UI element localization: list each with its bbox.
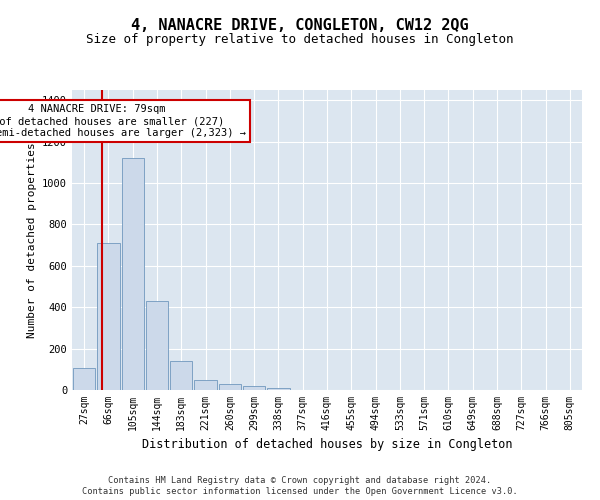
Text: 4 NANACRE DRIVE: 79sqm
← 9% of detached houses are smaller (227)
90% of semi-det: 4 NANACRE DRIVE: 79sqm ← 9% of detached … — [0, 104, 246, 138]
Bar — [267, 388, 290, 390]
Bar — [194, 380, 217, 390]
Bar — [73, 368, 95, 390]
Text: Size of property relative to detached houses in Congleton: Size of property relative to detached ho… — [86, 32, 514, 46]
Y-axis label: Number of detached properties: Number of detached properties — [26, 142, 37, 338]
Text: Contains HM Land Registry data © Crown copyright and database right 2024.: Contains HM Land Registry data © Crown c… — [109, 476, 491, 485]
Bar — [170, 361, 193, 390]
Text: 4, NANACRE DRIVE, CONGLETON, CW12 2QG: 4, NANACRE DRIVE, CONGLETON, CW12 2QG — [131, 18, 469, 32]
Bar — [146, 301, 168, 390]
Bar — [122, 158, 144, 390]
Text: Contains public sector information licensed under the Open Government Licence v3: Contains public sector information licen… — [82, 488, 518, 496]
Bar — [243, 386, 265, 390]
Bar — [218, 384, 241, 390]
Bar — [97, 243, 119, 390]
X-axis label: Distribution of detached houses by size in Congleton: Distribution of detached houses by size … — [142, 438, 512, 452]
